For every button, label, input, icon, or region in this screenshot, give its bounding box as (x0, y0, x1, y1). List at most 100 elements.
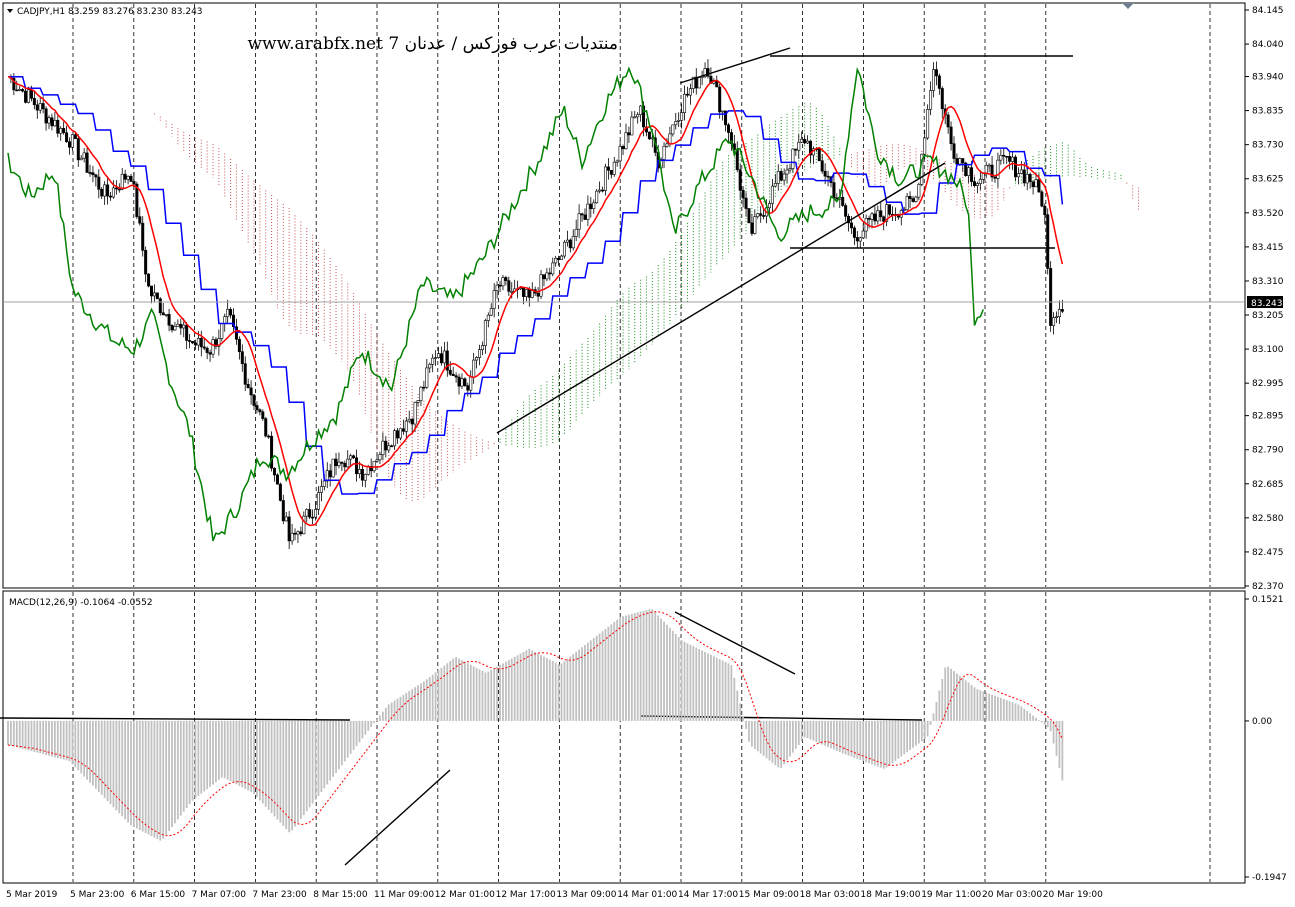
price-tick-label: 83.100 (1252, 345, 1284, 355)
candle-body (475, 357, 479, 361)
price-tick-label: 83.730 (1252, 141, 1284, 151)
candle-body (697, 77, 701, 89)
candle-body (387, 445, 391, 451)
tenkan-line (7, 75, 1064, 527)
candle-body (208, 352, 212, 355)
candle-body (521, 287, 525, 297)
candle-body (141, 222, 145, 251)
candle-body (325, 470, 329, 482)
candle-body (721, 110, 725, 113)
candle-body (65, 132, 69, 143)
candle-body (706, 68, 710, 77)
candle-body (841, 197, 845, 206)
candle-body (428, 364, 432, 369)
candle-body (18, 89, 22, 91)
candle-body (750, 222, 754, 234)
candle-body (562, 241, 566, 257)
dropdown-triangle-icon[interactable] (7, 9, 13, 13)
candle-body (425, 367, 429, 388)
candle-body (196, 338, 200, 346)
candle-body (176, 323, 180, 327)
candle-body (820, 160, 824, 172)
time-axis: 5 Mar 2019 5 Mar 23:00 6 Mar 15:00 7 Mar 07… (6, 890, 1103, 900)
price-pane[interactable] (2, 2, 1246, 589)
candle-body (437, 353, 441, 358)
candle-body (293, 532, 297, 535)
candle-body (832, 182, 836, 199)
candle-body (264, 418, 268, 437)
candle-body (671, 124, 675, 135)
candle-body (791, 148, 795, 169)
candle-body (767, 203, 771, 209)
candle-body (469, 376, 473, 391)
candle-body (275, 474, 279, 485)
candle-body (38, 103, 42, 111)
candle-body (375, 459, 379, 462)
price-tick-label: 82.685 (1252, 480, 1284, 490)
candle-body (466, 385, 470, 391)
candle-body (463, 378, 467, 386)
candle-body (557, 257, 561, 261)
candle-body (917, 184, 921, 198)
candle-body (363, 474, 367, 481)
candle-body (908, 196, 912, 199)
candle-body (355, 457, 359, 475)
candle-body (955, 158, 959, 165)
vertical-grid (72, 4, 1211, 882)
candlesticks (9, 59, 1064, 550)
candle-body (808, 140, 812, 156)
candle-body (369, 466, 373, 472)
candle-body (964, 162, 968, 176)
time-tick-label: 8 Mar 15:00 (313, 890, 368, 900)
candle-body (542, 274, 546, 280)
candle-body (577, 213, 581, 230)
candle-body (147, 273, 151, 287)
candle-body (803, 138, 807, 144)
candle-body (170, 324, 174, 331)
candle-body (229, 309, 233, 316)
candle-body (188, 340, 192, 342)
candle-body (232, 314, 236, 328)
time-tick-label: 12 Mar 01:00 (435, 890, 495, 900)
candle-body (1057, 309, 1061, 318)
candle-body (173, 326, 177, 331)
time-tick-label: 18 Mar 19:00 (860, 890, 920, 900)
candle-body (905, 196, 909, 210)
candle-body (79, 157, 83, 161)
candle-body (346, 458, 350, 468)
candle-body (109, 195, 113, 198)
candle-body (343, 463, 347, 468)
candle-body (624, 132, 628, 150)
candle-body (639, 105, 643, 115)
candle-body (32, 98, 36, 106)
candle-body (677, 119, 681, 122)
candle-body (797, 141, 801, 151)
candle-body (691, 76, 695, 89)
kijun-line (8, 75, 1064, 495)
candle-body (583, 214, 587, 220)
candle-body (934, 69, 938, 77)
time-tick-label: 12 Mar 17:00 (496, 890, 556, 900)
macd-tick-label: 0.00 (1252, 717, 1272, 727)
chikou-line (7, 66, 984, 542)
price-tick-label: 83.835 (1252, 107, 1284, 117)
candle-body (937, 75, 941, 89)
candle-body (68, 141, 72, 148)
candle-body (788, 168, 792, 171)
candle-body (398, 428, 402, 439)
candle-body (88, 172, 92, 174)
candle-body (126, 175, 130, 180)
candle-body (785, 169, 789, 175)
candle-body (726, 124, 730, 133)
candle-body (114, 187, 118, 190)
price-tick-label: 82.895 (1252, 412, 1284, 422)
candle-body (483, 320, 487, 346)
candle-body (970, 167, 974, 182)
candle-body (560, 255, 564, 261)
candle-body (56, 120, 60, 134)
candle-body (290, 532, 294, 542)
shift-marker-icon[interactable] (1122, 3, 1134, 9)
price-tick-label: 84.040 (1252, 40, 1284, 50)
price-tick-label: 82.790 (1252, 446, 1284, 456)
